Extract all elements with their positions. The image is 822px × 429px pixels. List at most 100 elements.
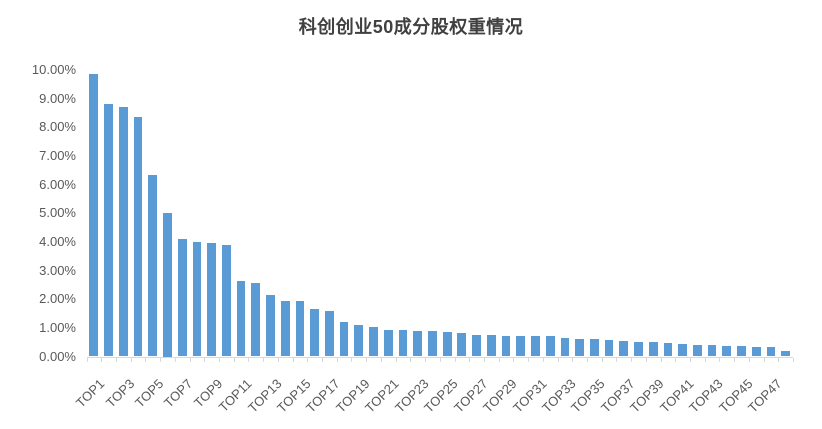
x-axis-tick [542,357,544,362]
bar [104,104,113,357]
x-axis-tick [454,357,456,362]
y-tick-label: 4.00% [39,233,76,249]
x-axis-tick [734,357,736,362]
bar [118,107,128,357]
x-axis-tick [778,357,780,362]
x-axis-tick [204,357,206,362]
x-axis-tick [130,357,132,362]
y-tick-label: 7.00% [39,147,76,163]
x-axis-tick [483,357,485,362]
bar [163,213,172,357]
x-axis-tick [528,357,530,362]
bar [369,327,378,357]
x-tick-label: TOP5 [131,376,167,411]
bar [192,241,202,357]
bar [472,334,481,357]
x-axis-tick [645,357,647,362]
bar [531,336,540,357]
x-axis-tick [572,357,574,362]
x-axis-tick [248,357,250,362]
bar [280,300,290,357]
x-axis-tick [557,357,559,362]
x-axis-tick [410,357,412,362]
x-tick-label: TOP1 [73,376,108,411]
bar [398,330,408,357]
x-axis-tick [719,357,721,362]
x-axis-tick [145,357,147,362]
y-tick-label: 8.00% [39,119,76,135]
y-tick-label: 3.00% [39,262,76,278]
bar [737,346,746,357]
x-axis-tick [160,357,162,362]
bar [428,330,437,357]
bar [324,310,334,357]
bar [354,324,364,357]
x-axis-tick [380,357,382,362]
x-axis-tick [763,357,765,362]
bar [560,337,570,357]
y-tick-label: 5.00% [39,205,76,221]
bar [310,308,320,357]
x-axis-tick [322,357,324,362]
x-axis-tick [277,357,279,362]
bar [236,281,246,357]
bar [266,294,275,357]
y-tick-label: 1.00% [39,319,76,335]
bar [148,174,158,357]
x-axis-tick [498,357,500,362]
x-axis-tick [174,357,176,362]
x-tick-label: TOP3 [102,376,137,411]
bar [207,243,217,357]
y-tick-label: 2.00% [39,291,76,307]
x-axis-tick [439,357,441,362]
bar [648,342,658,357]
bar [781,350,791,357]
bar [634,341,643,357]
bar [663,343,673,357]
x-axis-tick [469,357,471,362]
x-axis-tick [601,357,603,362]
y-tick-label: 6.00% [39,176,76,192]
x-axis-tick [233,357,235,362]
bar [545,336,555,357]
bar [457,333,467,357]
bar [133,117,143,357]
bar [383,329,393,357]
bar [339,321,349,357]
x-axis-tick [631,357,633,362]
x-axis-tick [395,357,397,362]
bar [604,339,614,357]
x-axis-line [86,356,794,358]
x-axis-tick [351,357,353,362]
y-tick-label: 0.00% [39,348,76,364]
x-axis-tick [115,357,117,362]
x-axis-tick [704,357,706,362]
x-axis-tick [690,357,692,362]
x-axis-tick [86,357,88,362]
bar [295,301,305,357]
bar [251,282,261,357]
x-axis-tick [307,357,309,362]
x-axis-tick [586,357,588,362]
bar [413,330,423,357]
bar [516,335,526,357]
bar [589,339,599,357]
bar [766,347,776,357]
chart-title: 科创创业50成分股权重情况 [298,17,524,37]
bar [486,335,496,357]
x-axis-tick [263,357,265,362]
bar [722,345,732,357]
bar [442,332,452,357]
bar [678,343,688,357]
x-axis-tick [793,357,795,362]
x-axis-tick [336,357,338,362]
x-tick-label: TOP7 [161,376,196,411]
bar [707,345,717,357]
x-axis-tick [366,357,368,362]
x-axis-tick [101,357,103,362]
bar [177,239,187,357]
x-axis-tick [218,357,220,362]
x-axis-tick [513,357,515,362]
bar [751,346,761,357]
